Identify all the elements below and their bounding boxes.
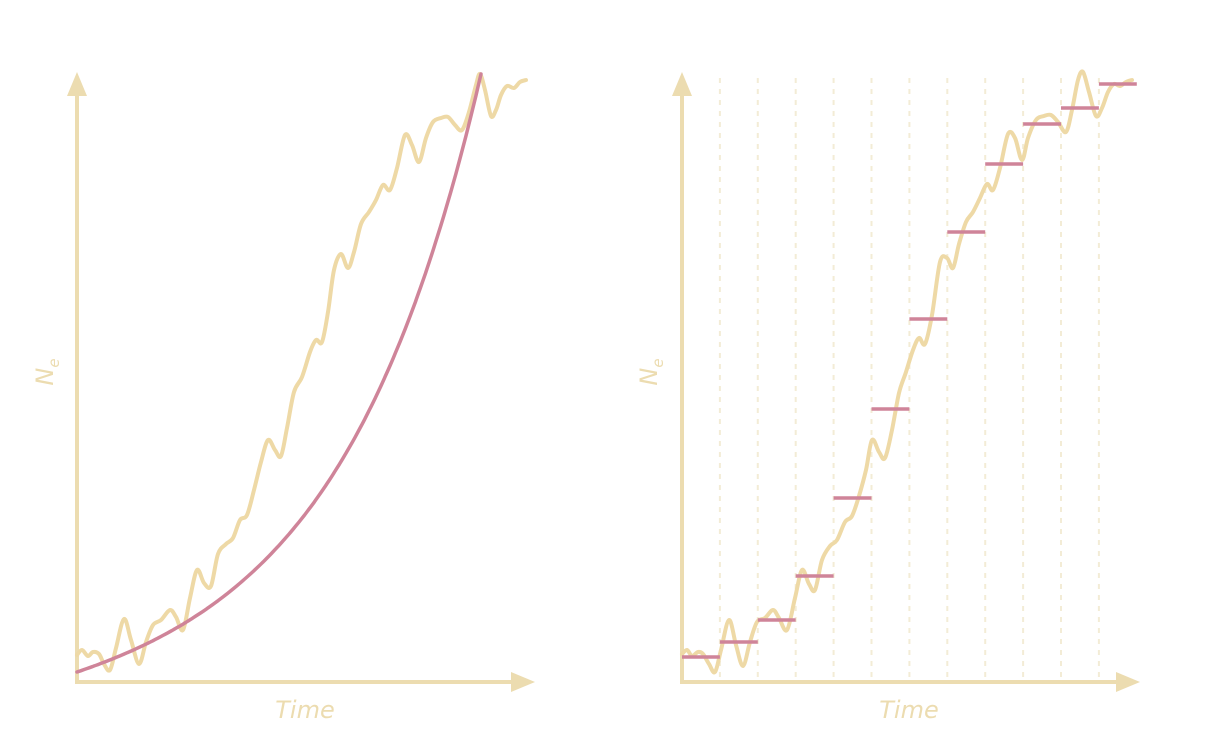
right-x-arrow-icon [1116, 672, 1140, 692]
right-y-axis-label: Ne [635, 358, 667, 385]
left-x-axis-label: Time [275, 696, 334, 724]
right-x-axis-label: Time [879, 696, 938, 724]
right-x-axis [680, 672, 1140, 692]
left-x-axis [75, 672, 535, 692]
right-noisy-curve [680, 69, 1134, 675]
svg-text:Ne: Ne [31, 358, 63, 385]
right-y-axis [672, 72, 692, 682]
left-y-arrow-icon [67, 72, 87, 96]
svg-text:Ne: Ne [635, 358, 667, 385]
left-y-label-main: N [31, 368, 59, 386]
right-panel: Time Ne [635, 69, 1140, 724]
left-noisy-curve [75, 71, 528, 673]
left-y-axis [67, 72, 87, 682]
left-y-axis-label: Ne [31, 358, 63, 385]
left-model-curve [75, 72, 483, 674]
right-y-arrow-icon [672, 72, 692, 96]
left-x-arrow-icon [511, 672, 535, 692]
right-y-label-sub: e [649, 358, 667, 367]
left-panel: Time Ne [31, 71, 535, 724]
right-epoch-grid [718, 78, 1100, 682]
right-piecewise-steps [682, 82, 1137, 659]
right-y-label-main: N [635, 368, 663, 386]
left-y-label-sub: e [45, 358, 63, 367]
